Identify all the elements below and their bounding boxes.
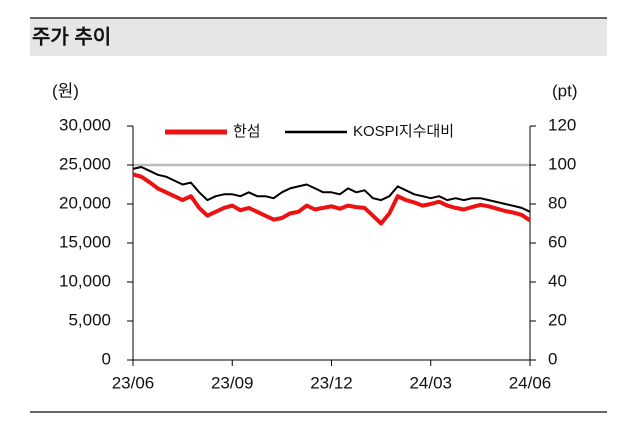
legend-label: KOSPI지수대비 bbox=[353, 123, 454, 140]
y2-tick-label: 0 bbox=[548, 349, 557, 368]
title-bar bbox=[30, 18, 607, 56]
y2-tick-label: 60 bbox=[548, 232, 567, 251]
y-tick-label: 0 bbox=[102, 349, 111, 368]
y2-tick-label: 100 bbox=[548, 154, 576, 173]
y-tick-label: 20,000 bbox=[59, 193, 111, 212]
y2-unit: (pt) bbox=[552, 81, 578, 100]
x-tick-label: 24/06 bbox=[509, 373, 552, 392]
y-tick-label: 25,000 bbox=[59, 154, 111, 173]
y2-tick-label: 20 bbox=[548, 310, 567, 329]
y-tick-label: 10,000 bbox=[59, 271, 111, 290]
y-tick-label: 15,000 bbox=[59, 232, 111, 251]
x-tick-label: 23/09 bbox=[211, 373, 254, 392]
series-line bbox=[132, 166, 531, 213]
legend-label: 한섬 bbox=[233, 123, 261, 140]
y-tick-label: 30,000 bbox=[59, 115, 111, 134]
y-tick-label: 5,000 bbox=[68, 310, 111, 329]
x-tick-label: 24/03 bbox=[409, 373, 452, 392]
chart-title: 주가 추이 bbox=[32, 25, 111, 48]
x-tick-label: 23/12 bbox=[310, 373, 353, 392]
x-tick-label: 23/06 bbox=[112, 373, 155, 392]
y2-tick-label: 120 bbox=[548, 115, 576, 134]
y2-tick-label: 40 bbox=[548, 271, 567, 290]
series-line bbox=[132, 172, 532, 226]
y-unit: (원) bbox=[52, 81, 79, 100]
y2-tick-label: 80 bbox=[548, 193, 567, 212]
